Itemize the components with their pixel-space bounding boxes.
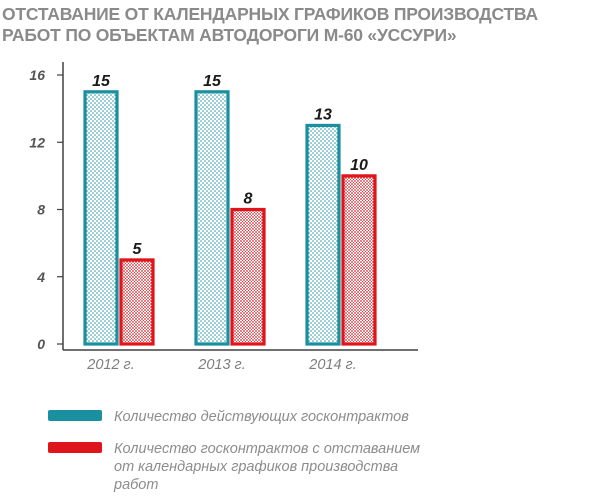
x-axis-labels: 2012 г. 2013 г. 2014 г.	[86, 357, 356, 373]
bar-value-label: 13	[314, 106, 332, 123]
bar-value-label: 15	[92, 73, 111, 90]
bar-value-label: 8	[244, 191, 253, 208]
y-axis-ticks: 0 4 8 12 16	[29, 67, 63, 352]
bar-value-label: 15	[203, 73, 222, 90]
legend-item-active-contracts: Количество действующих госконтрактов	[48, 408, 488, 428]
y-tick-label: 16	[29, 67, 45, 83]
legend-label-delayed-contracts: Количество госконтрактов с отставанием о…	[114, 440, 484, 494]
y-tick-label: 8	[37, 202, 45, 218]
x-tick-label: 2013 г.	[197, 357, 245, 373]
legend-label-active-contracts: Количество действующих госконтрактов	[114, 409, 409, 425]
bar-active-contracts	[83, 90, 119, 346]
y-tick-label: 0	[37, 336, 45, 352]
bar-active-contracts	[305, 123, 341, 346]
chart-title-line-2: РАБОТ ПО ОБЪЕКТАМ АВТОДОРОГИ М-60 «УССУР…	[2, 25, 457, 45]
value-labels: 15 5 15 8 13 10	[92, 73, 368, 258]
bar-delayed-contracts	[119, 258, 155, 346]
x-tick-label: 2012 г.	[86, 357, 134, 373]
bar-chart: 0 4 8 12 16 15 5 15 8 13 10 2012 г. 2013 г. 2014 г.	[29, 62, 418, 373]
legend-label-delayed-line-1: Количество госконтрактов с отставанием	[114, 441, 421, 457]
y-tick-label: 12	[29, 134, 45, 150]
legend-label-delayed-line-3: работ	[114, 477, 159, 493]
bar-value-label: 10	[350, 157, 368, 174]
legend-label-delayed-line-2: от календарных графиков производства	[114, 459, 399, 475]
bar-delayed-contracts	[341, 174, 377, 346]
bar-value-label: 5	[133, 241, 143, 258]
x-tick-label: 2014 г.	[308, 357, 356, 373]
bar-active-contracts	[194, 90, 230, 346]
bars	[83, 90, 377, 346]
bar-delayed-contracts	[230, 207, 266, 346]
legend-item-delayed-contracts: Количество госконтрактов с отставанием о…	[48, 440, 488, 496]
y-tick-label: 4	[36, 269, 45, 285]
chart-title: ОТСТАВАНИЕ ОТ КАЛЕНДАРНЫХ ГРАФИКОВ ПРОИЗ…	[2, 4, 592, 46]
legend-swatch-red	[48, 442, 102, 453]
legend-swatch-teal	[48, 410, 102, 421]
chart-title-line-1: ОТСТАВАНИЕ ОТ КАЛЕНДАРНЫХ ГРАФИКОВ ПРОИЗ…	[2, 4, 538, 24]
